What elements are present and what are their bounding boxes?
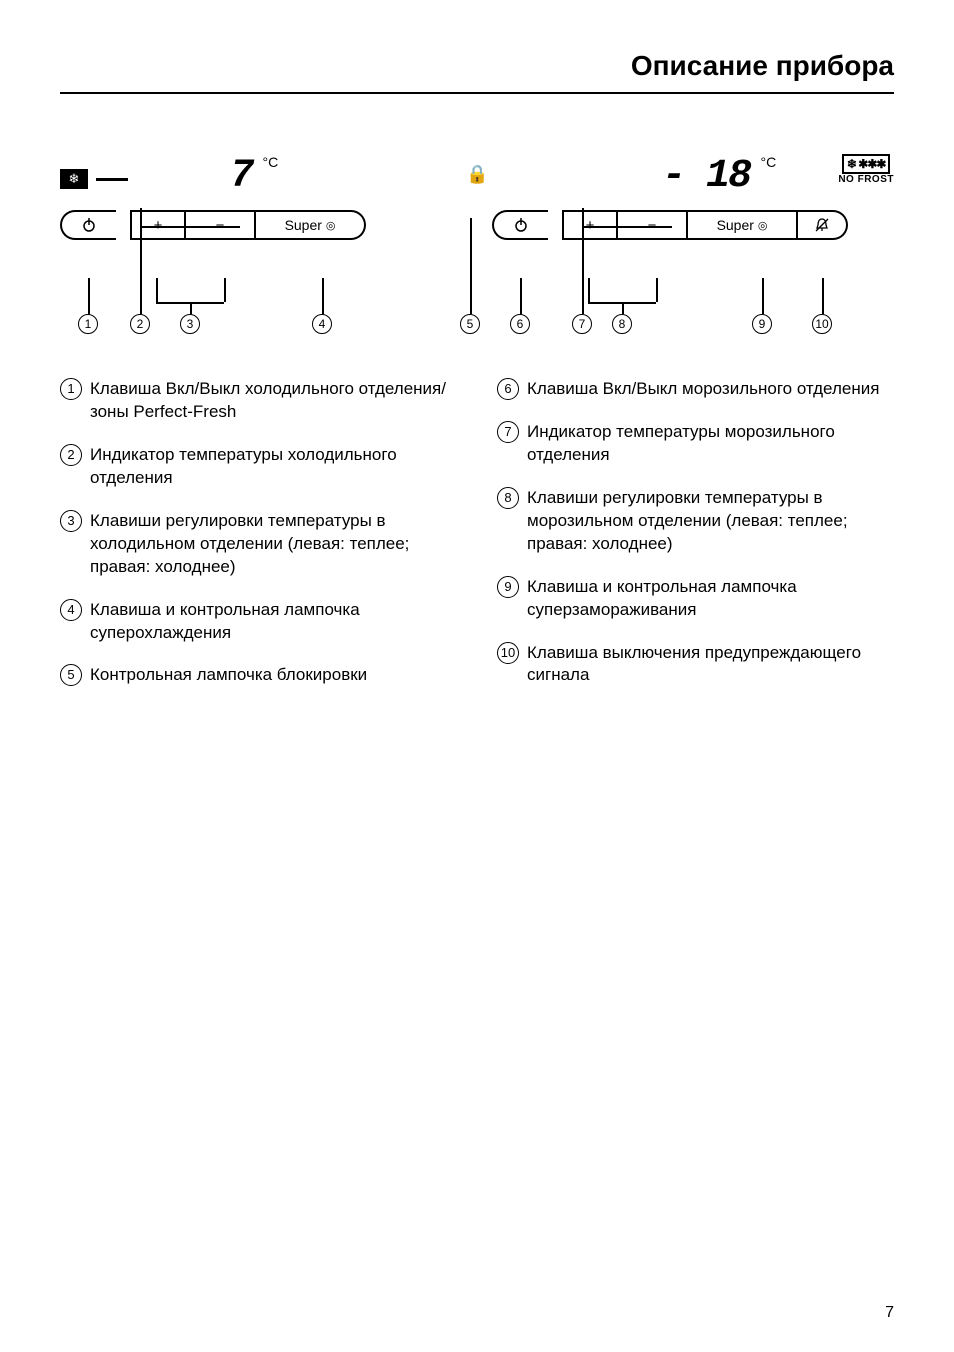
callout-7: 7 bbox=[572, 314, 592, 334]
callout-5: 5 bbox=[460, 314, 480, 334]
legend-text: Клавиша Вкл/Выкл холодильного отделения/… bbox=[90, 378, 457, 424]
fridge-minus-button[interactable]: − bbox=[186, 210, 256, 240]
temp-unit: °C bbox=[262, 154, 278, 170]
callout-8: 8 bbox=[612, 314, 632, 334]
freezer-temp-display: - 18 °C bbox=[662, 154, 776, 199]
page-title: Описание прибора bbox=[60, 50, 894, 94]
temp-unit: °C bbox=[760, 154, 776, 170]
legend-item: 7 Индикатор температуры морозильного отде… bbox=[497, 421, 894, 467]
legend-item: 9 Клавиша и контрольная лампочка суперзам… bbox=[497, 576, 894, 622]
legend-number: 1 bbox=[60, 378, 82, 400]
freezer-super-button[interactable]: Super ◎ bbox=[688, 210, 798, 240]
no-frost-badge: ❄ ✱✱✱ NO FROST bbox=[838, 154, 894, 185]
legend-item: 4 Клавиша и контрольная лампочка суперохл… bbox=[60, 599, 457, 645]
fridge-panel: ❄ 7 °C + − Super ◎ bbox=[60, 154, 462, 338]
fridge-temp-display: 7 °C bbox=[230, 154, 278, 199]
legend-item: 5 Контрольная лампочка блокировки bbox=[60, 664, 457, 687]
legend-number: 7 bbox=[497, 421, 519, 443]
freezer-panel: 🔒 - 18 °C ❄ ✱✱✱ NO FROST + − Super ◎ bbox=[492, 154, 894, 338]
freezer-minus-button[interactable]: − bbox=[618, 210, 688, 240]
callout-9: 9 bbox=[752, 314, 772, 334]
freezer-button-row: + − Super ◎ bbox=[492, 210, 894, 240]
lock-icon: 🔒 bbox=[466, 164, 488, 185]
callout-2: 2 bbox=[130, 314, 150, 334]
legend-text: Клавиши регулировки температуры в морози… bbox=[527, 487, 894, 556]
fridge-power-button[interactable] bbox=[60, 210, 116, 240]
legend-item: 8 Клавиши регулировки температуры в мороз… bbox=[497, 487, 894, 556]
legend-text: Индикатор температуры холодильного отдел… bbox=[90, 444, 457, 490]
legend-item: 6 Клавиша Вкл/Выкл морозильного отделения bbox=[497, 378, 894, 401]
legend-number: 6 bbox=[497, 378, 519, 400]
legend: 1 Клавиша Вкл/Выкл холодильного отделения… bbox=[60, 378, 894, 707]
nofrost-label: NO FROST bbox=[838, 174, 894, 185]
legend-text: Контрольная лампочка блокировки bbox=[90, 664, 457, 687]
callout-6: 6 bbox=[510, 314, 530, 334]
legend-text: Клавиша и контрольная лампочка суперохла… bbox=[90, 599, 457, 645]
nofrost-stars-icon: ❄ ✱✱✱ bbox=[842, 154, 891, 174]
legend-number: 2 bbox=[60, 444, 82, 466]
badge-line bbox=[96, 178, 128, 181]
legend-text: Индикатор температуры морозильного отдел… bbox=[527, 421, 894, 467]
fridge-plus-button[interactable]: + bbox=[130, 210, 186, 240]
legend-number: 10 bbox=[497, 642, 519, 664]
legend-left-column: 1 Клавиша Вкл/Выкл холодильного отделения… bbox=[60, 378, 457, 707]
fridge-button-row: + − Super ◎ bbox=[60, 210, 462, 240]
control-panel-diagram: ❄ 7 °C + − Super ◎ bbox=[60, 154, 894, 338]
legend-item: 1 Клавиша Вкл/Выкл холодильного отделения… bbox=[60, 378, 457, 424]
freezer-power-button[interactable] bbox=[492, 210, 548, 240]
callout-4: 4 bbox=[312, 314, 332, 334]
legend-number: 8 bbox=[497, 487, 519, 509]
page-number: 7 bbox=[885, 1304, 894, 1322]
legend-number: 4 bbox=[60, 599, 82, 621]
snowflake-icon: ❄ bbox=[60, 169, 88, 189]
legend-text: Клавиша выключения предупреждающего сигн… bbox=[527, 642, 894, 688]
legend-number: 3 bbox=[60, 510, 82, 532]
callout-10: 10 bbox=[812, 314, 832, 334]
fridge-super-button[interactable]: Super ◎ bbox=[256, 210, 366, 240]
legend-item: 2 Индикатор температуры холодильного отде… bbox=[60, 444, 457, 490]
legend-text: Клавиши регулировки температуры в холоди… bbox=[90, 510, 457, 579]
freezer-plus-button[interactable]: + bbox=[562, 210, 618, 240]
legend-item: 3 Клавиши регулировки температуры в холод… bbox=[60, 510, 457, 579]
freezer-temp-value: - 18 bbox=[662, 154, 750, 199]
fridge-temp-value: 7 bbox=[230, 154, 252, 199]
legend-number: 5 bbox=[60, 664, 82, 686]
legend-text: Клавиша Вкл/Выкл морозильного отделения bbox=[527, 378, 894, 401]
legend-number: 9 bbox=[497, 576, 519, 598]
legend-text: Клавиша и контрольная лампочка суперзамо… bbox=[527, 576, 894, 622]
legend-right-column: 6 Клавиша Вкл/Выкл морозильного отделения… bbox=[497, 378, 894, 707]
legend-item: 10 Клавиша выключения предупреждающего си… bbox=[497, 642, 894, 688]
callout-1: 1 bbox=[78, 314, 98, 334]
callout-3: 3 bbox=[180, 314, 200, 334]
alarm-off-button[interactable] bbox=[798, 210, 848, 240]
